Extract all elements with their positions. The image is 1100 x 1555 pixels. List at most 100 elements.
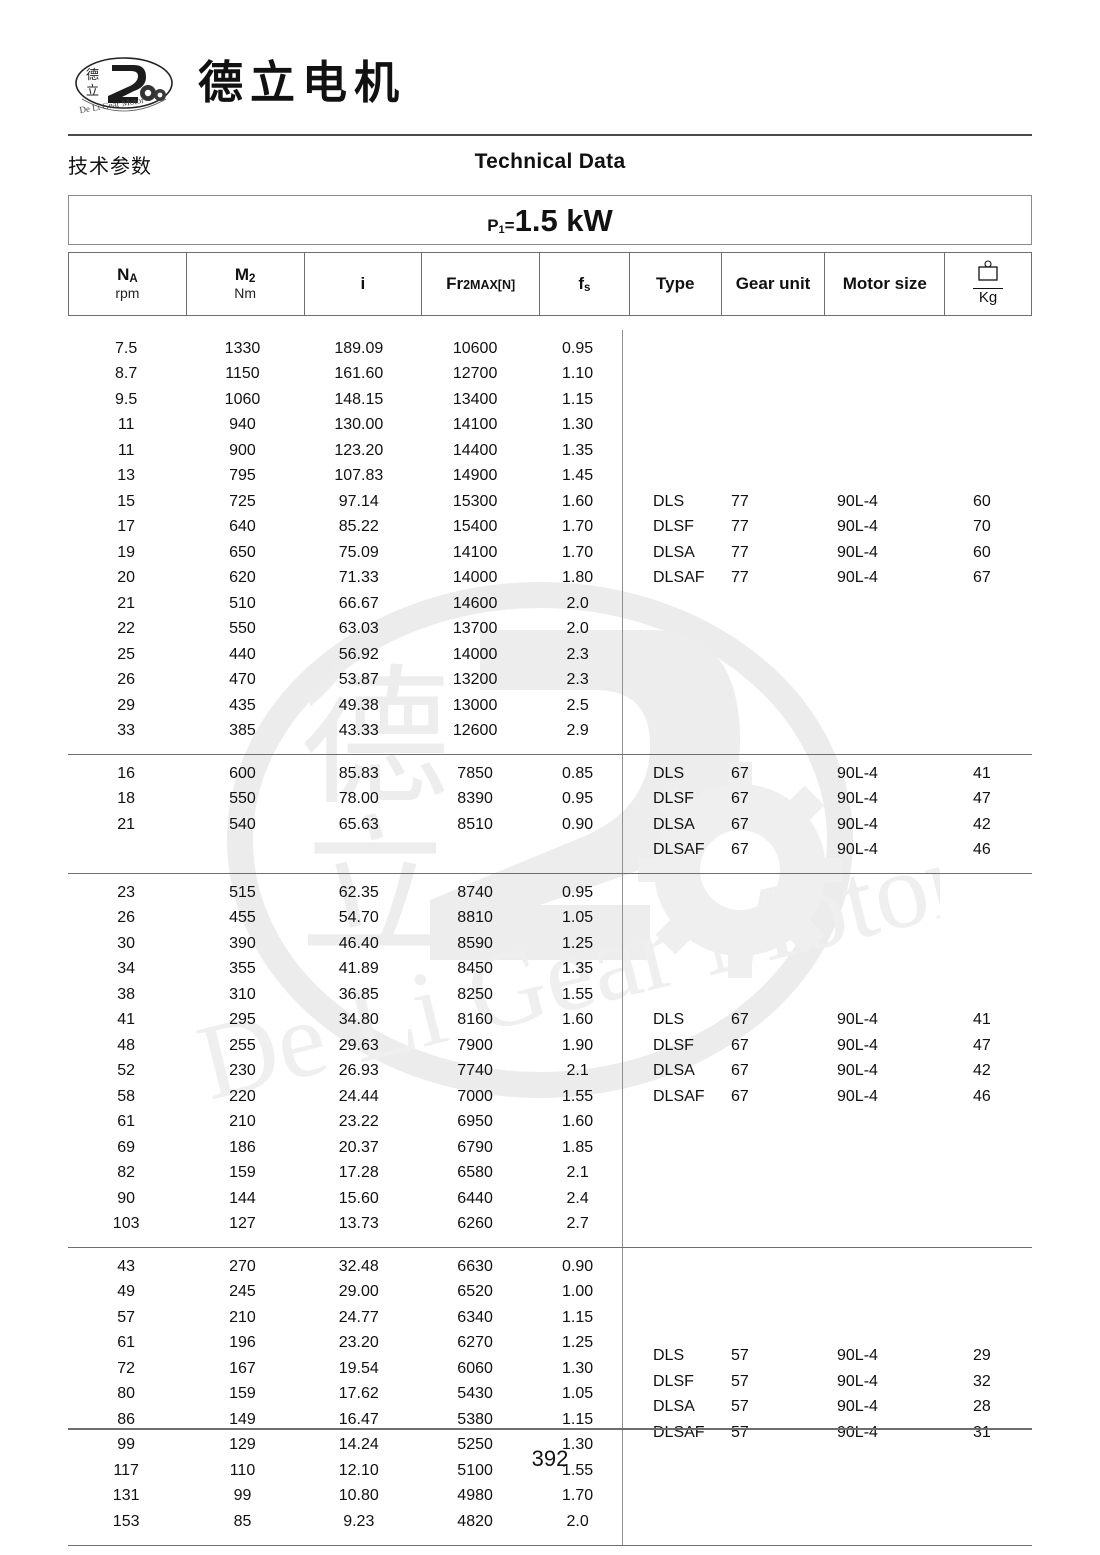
- table-row: 30 390 46.40 8590 1.25: [68, 931, 622, 957]
- cell-motor: 90L-4: [837, 1011, 878, 1029]
- cell-na: 48: [117, 1036, 136, 1054]
- cell-i: 26.93: [338, 1062, 379, 1080]
- cell-fr2: 8160: [457, 1011, 493, 1029]
- power-label: P1=: [487, 215, 515, 236]
- cell-fs: 1.35: [562, 441, 594, 459]
- cell-gear: 67: [731, 1087, 749, 1105]
- table-row: 153 85 9.23 4820 2.0: [68, 1509, 622, 1535]
- cell-type: DLSA: [653, 543, 695, 561]
- cell-motor: 90L-4: [837, 492, 878, 510]
- table-row: 29 435 49.38 13000 2.5: [68, 693, 622, 719]
- table-row: 61 210 23.22 6950 1.60: [68, 1110, 622, 1136]
- cell-i: 161.60: [334, 365, 384, 383]
- cell-fs: 1.35: [562, 960, 594, 978]
- cell-fr2: 6260: [457, 1215, 493, 1233]
- table-row: 26 470 53.87 13200 2.3: [68, 668, 622, 694]
- cell-gear: 67: [731, 841, 749, 859]
- weight-icon: [973, 260, 1003, 287]
- cell-kg: 47: [973, 1036, 991, 1054]
- cell-fs: 1.80: [562, 569, 594, 587]
- cell-m2: 1060: [224, 390, 261, 408]
- cell-i: 34.80: [338, 1011, 379, 1029]
- cell-na: 52: [117, 1062, 136, 1080]
- cell-fs: 1.05: [562, 909, 594, 927]
- table-row: 57 210 24.77 6340 1.15: [68, 1305, 622, 1331]
- cell-fs: 2.1: [566, 1164, 589, 1182]
- cell-na: 11: [117, 416, 135, 434]
- cell-m2: 900: [229, 441, 256, 459]
- table-body: 7.5 1330 189.09 10600 0.95 8.7 1150 161.60 12700…: [68, 316, 1032, 1546]
- table-row: 43 270 32.48 6630 0.90: [68, 1254, 622, 1280]
- table-row: 38 310 36.85 8250 1.55: [68, 982, 622, 1008]
- cell-na: 34: [117, 960, 136, 978]
- column-header-na: NA rpm: [69, 253, 187, 315]
- cell-m2: 550: [229, 620, 256, 638]
- table-row: 49 245 29.00 6520 1.00: [68, 1280, 622, 1306]
- cell-na: 153: [112, 1512, 140, 1530]
- cell-na: 8.7: [115, 365, 138, 383]
- cell-m2: 940: [229, 416, 256, 434]
- variant-row: DLSF 57 90L-4 32: [623, 1369, 1025, 1395]
- variant-row: DLSAF 57 90L-4 31: [623, 1420, 1025, 1446]
- cell-fr2: 14400: [452, 441, 498, 459]
- cell-fr2: 5380: [457, 1410, 493, 1428]
- cell-fs: 1.15: [562, 390, 594, 408]
- cell-na: 23: [117, 883, 136, 901]
- column-header-motor-size: Motor size: [825, 253, 946, 315]
- cell-fs: 1.55: [562, 985, 594, 1003]
- cell-type: DLS: [653, 492, 685, 510]
- cell-kg: 41: [973, 1011, 991, 1029]
- cell-type: DLSAF: [653, 841, 705, 859]
- cell-kg: 46: [973, 1087, 991, 1105]
- cell-fs: 1.90: [562, 1036, 594, 1054]
- cell-gear: 77: [731, 543, 749, 561]
- cell-i: 24.77: [338, 1308, 379, 1326]
- table-row: 21 510 66.67 14600 2.0: [68, 591, 622, 617]
- cell-fs: 0.90: [562, 1257, 594, 1275]
- table-row: 20 620 71.33 14000 1.80: [68, 566, 622, 592]
- cell-fr2: 6790: [457, 1138, 493, 1156]
- cell-m2: 144: [229, 1189, 256, 1207]
- cell-type: DLSF: [653, 518, 694, 536]
- cell-kg: 42: [973, 1062, 991, 1080]
- cell-fs: 2.3: [566, 645, 589, 663]
- cell-fr2: 4820: [457, 1512, 493, 1530]
- cell-m2: 110: [229, 1461, 256, 1479]
- cell-fr2: 6580: [457, 1164, 493, 1182]
- cell-gear: 57: [731, 1423, 749, 1441]
- cell-fs: 1.15: [562, 1410, 594, 1428]
- cell-m2: 355: [229, 960, 256, 978]
- cell-gear: 77: [731, 492, 749, 510]
- cell-fr2: 8250: [457, 985, 493, 1003]
- cell-na: 86: [117, 1410, 136, 1428]
- cell-i: 85.83: [338, 764, 379, 782]
- cell-fr2: 13000: [452, 696, 498, 714]
- cell-i: 20.37: [338, 1138, 379, 1156]
- power-rating-banner: P1= 1.5 kW: [68, 195, 1032, 245]
- table-header: NA rpm M2 Nm i Fr2MAX[N] fs Type Gear un…: [68, 252, 1032, 316]
- cell-fr2: 6340: [457, 1308, 493, 1326]
- cell-i: 24.44: [338, 1087, 379, 1105]
- table-row: 58 220 24.44 7000 1.55: [68, 1084, 622, 1110]
- cell-na: 11: [117, 441, 135, 459]
- cell-fs: 2.0: [566, 1512, 589, 1530]
- cell-fs: 1.45: [562, 467, 594, 485]
- cell-fr2: 13200: [452, 671, 498, 689]
- cell-m2: 186: [229, 1138, 256, 1156]
- page-header: 德 立 De Li Gear Motor 德立电机: [0, 0, 1100, 124]
- cell-fs: 1.70: [562, 1487, 594, 1505]
- cell-type: DLS: [653, 1011, 685, 1029]
- cell-motor: 90L-4: [837, 1036, 878, 1054]
- svg-text:德: 德: [86, 67, 99, 82]
- cell-fs: 1.25: [562, 1334, 594, 1352]
- variant-row: DLSF 77 90L-4 70: [623, 515, 1025, 541]
- cell-i: 107.83: [334, 467, 384, 485]
- table-block: 23 515 62.35 8740 0.95 26 455 54.70 8810 1.05 30 39…: [68, 874, 1032, 1248]
- weight-unit-label: Kg: [973, 288, 1004, 308]
- cell-fs: 2.3: [566, 671, 589, 689]
- cell-m2: 210: [229, 1308, 256, 1326]
- cell-motor: 90L-4: [837, 518, 878, 536]
- cell-m2: 127: [229, 1215, 256, 1233]
- cell-i: 54.70: [338, 909, 379, 927]
